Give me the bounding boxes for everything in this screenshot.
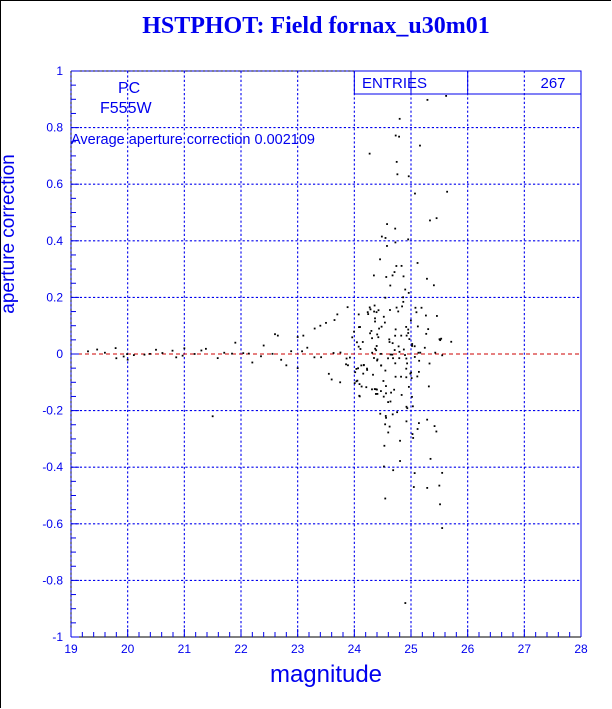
svg-text:20: 20: [121, 642, 135, 656]
svg-text:22: 22: [234, 642, 248, 656]
svg-text:-0.6: -0.6: [42, 517, 63, 531]
svg-text:Average aperture correction 0.: Average aperture correction 0.002109: [71, 132, 315, 148]
svg-text:0.2: 0.2: [46, 290, 63, 304]
svg-text:21: 21: [178, 642, 192, 656]
svg-text:1: 1: [56, 64, 63, 78]
svg-text:26: 26: [461, 642, 475, 656]
svg-text:aperture correction: aperture correction: [0, 154, 19, 313]
svg-text:0.6: 0.6: [46, 177, 63, 191]
svg-text:25: 25: [404, 642, 418, 656]
svg-text:0.4: 0.4: [46, 234, 63, 248]
svg-text:PC: PC: [118, 80, 140, 97]
svg-text:F555W: F555W: [100, 100, 152, 117]
svg-text:267: 267: [540, 75, 565, 92]
svg-text:magnitude: magnitude: [270, 661, 382, 688]
svg-text:27: 27: [518, 642, 532, 656]
svg-text:23: 23: [291, 642, 305, 656]
svg-text:0.8: 0.8: [46, 121, 63, 135]
svg-text:-1: -1: [52, 630, 63, 644]
svg-text:-0.8: -0.8: [42, 573, 63, 587]
svg-text:0: 0: [56, 347, 63, 361]
svg-text:ENTRIES: ENTRIES: [362, 75, 427, 92]
svg-text:19: 19: [64, 642, 78, 656]
svg-text:24: 24: [348, 642, 362, 656]
svg-text:-0.2: -0.2: [42, 404, 63, 418]
svg-text:-0.4: -0.4: [42, 460, 63, 474]
svg-text:28: 28: [574, 642, 588, 656]
